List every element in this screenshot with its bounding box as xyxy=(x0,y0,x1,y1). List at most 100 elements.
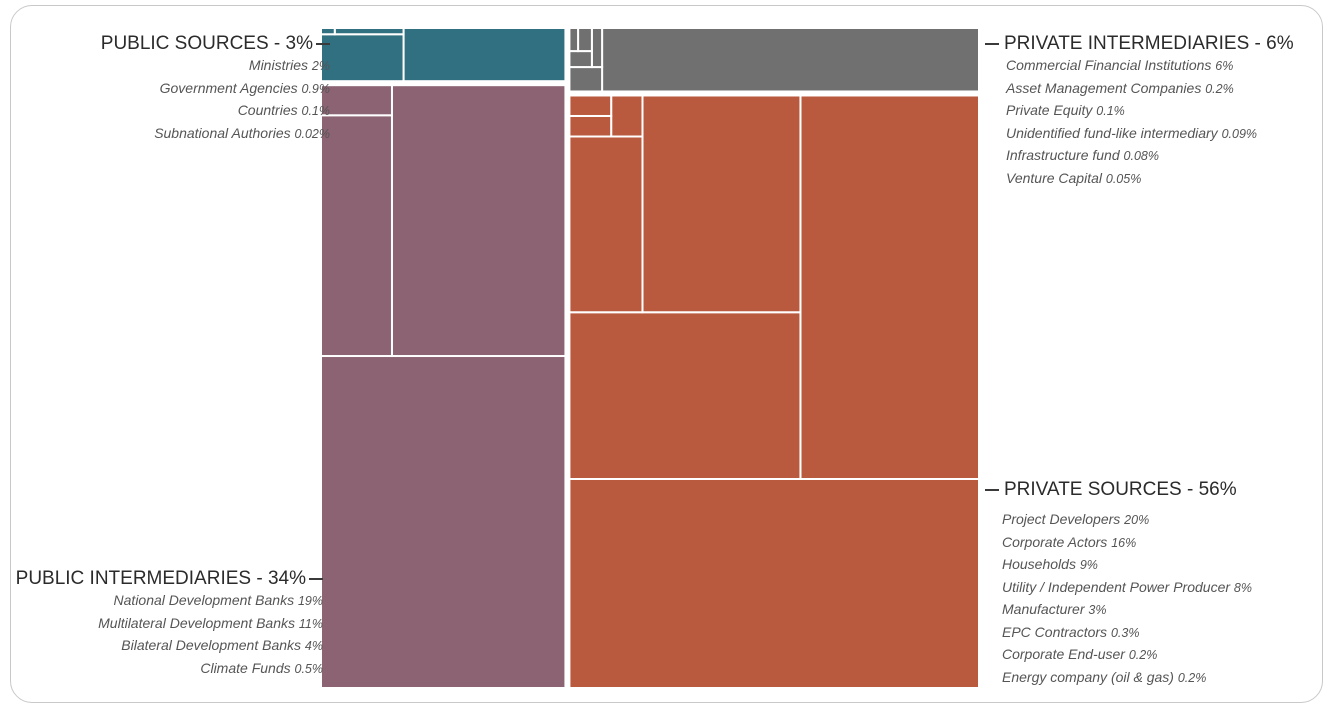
treemap-cell: Asset Management Companies 0.2% xyxy=(568,66,604,93)
item-value: 11% xyxy=(298,616,323,631)
legend-item: Bilateral Development Banks 4% xyxy=(16,635,323,658)
item-name: Households xyxy=(1002,556,1076,572)
treemap-cell: Private Equity 0.1% xyxy=(590,27,604,69)
item-value: 19% xyxy=(297,594,323,608)
group-value: 3% xyxy=(285,33,313,54)
item-value: 0.09% xyxy=(1221,126,1258,141)
legend-item: Utility / Independent Power Producer 8% xyxy=(1002,577,1252,600)
item-value: 6% xyxy=(1215,59,1234,73)
legend-item: Climate Funds 0.5% xyxy=(16,658,323,681)
treemap-cell: Multilateral Development Banks 11% xyxy=(390,84,567,358)
group-value: 34% xyxy=(267,568,306,589)
treemap-cell: Energy company (oil & gas) 0.2% xyxy=(568,94,613,117)
treemap-cell: Ministries 2% xyxy=(402,27,567,83)
legend-item: Commercial Financial Institutions 6% xyxy=(1006,55,1294,78)
item-value: 0.1% xyxy=(301,104,331,118)
treemap-cell: Project Developers 20% xyxy=(568,477,980,689)
item-name: Ministries xyxy=(248,57,309,73)
treemap-cell: Manufacturer 3% xyxy=(568,135,644,314)
item-name: Venture Capital xyxy=(1006,169,1102,186)
treemap-cell: Unidentified fund-like intermediary 0.09… xyxy=(568,50,593,69)
private-sources-legend: PRIVATE SOURCES - 56% Project Developers… xyxy=(985,479,1252,689)
item-value: 4% xyxy=(304,639,323,653)
treemap-cell: Utility / Independent Power Producer 8% xyxy=(641,94,802,314)
treemap-cell: Climate Funds 0.5% xyxy=(320,84,393,117)
item-value: 0.08% xyxy=(1123,149,1159,163)
leader-line xyxy=(309,578,323,580)
item-name: Project Developers xyxy=(1002,511,1121,527)
legend-item: Private Equity 0.1% xyxy=(1006,100,1294,123)
item-name: Asset Management Companies xyxy=(1006,79,1202,96)
group-value: 56% xyxy=(1198,479,1237,500)
item-name: Climate Funds xyxy=(200,659,291,676)
legend-item: Corporate End-user 0.2% xyxy=(1002,644,1252,667)
treemap-cell: Infrastructure fund 0.08% xyxy=(577,27,593,53)
item-name: Bilateral Development Banks xyxy=(121,637,302,653)
legend-item: Multilateral Development Banks 11% xyxy=(16,613,323,636)
legend-item: Corporate Actors 16% xyxy=(1002,532,1252,555)
item-name: Multilateral Development Banks xyxy=(98,614,296,631)
legend-item: Infrastructure fund 0.08% xyxy=(1006,145,1294,168)
item-value: 20% xyxy=(1124,513,1150,527)
item-name: Utility / Independent Power Producer xyxy=(1002,578,1231,595)
treemap-cell: Countries 0.1% xyxy=(333,27,405,36)
public-intermediaries-legend: PUBLIC INTERMEDIARIES - 34% National Dev… xyxy=(16,568,323,680)
item-name: Subnational Authories xyxy=(154,124,291,141)
legend-item: Energy company (oil & gas) 0.2% xyxy=(1002,667,1252,690)
legend-item: Asset Management Companies 0.2% xyxy=(1006,78,1294,101)
group-title: PRIVATE INTERMEDIARIES xyxy=(1004,33,1250,54)
item-value: 0.5% xyxy=(294,661,324,676)
item-name: Corporate End-user xyxy=(1002,646,1125,662)
item-value: 0.05% xyxy=(1105,171,1142,186)
leader-line xyxy=(985,489,999,491)
legend-item: Government Agencies 0.9% xyxy=(101,78,330,101)
legend-item: Venture Capital 0.05% xyxy=(1006,168,1294,191)
item-value: 0.2% xyxy=(1177,670,1207,685)
leader-line xyxy=(316,43,330,45)
item-value: 0.2% xyxy=(1128,648,1158,662)
item-name: EPC Contractors xyxy=(1002,623,1108,640)
item-value: 0.3% xyxy=(1110,625,1140,640)
item-name: Government Agencies xyxy=(159,79,298,96)
legend-item: National Development Banks 19% xyxy=(16,590,323,613)
legend-item: Manufacturer 3% xyxy=(1002,599,1252,622)
item-value: 8% xyxy=(1233,580,1252,595)
legend-item: Project Developers 20% xyxy=(1002,509,1252,532)
treemap-cell: Commercial Financial Institutions 6% xyxy=(601,27,980,93)
treemap-cell: Subnational Authories 0.02% xyxy=(320,27,336,36)
item-name: Unidentified fund-like intermediary xyxy=(1006,124,1218,141)
group-items: Commercial Financial Institutions 6% Asse… xyxy=(985,55,1294,190)
legend-item: Ministries 2% xyxy=(101,55,330,78)
item-name: Corporate Actors xyxy=(1002,533,1108,550)
item-name: National Development Banks xyxy=(113,592,295,608)
item-value: 3% xyxy=(1088,603,1107,617)
item-name: Commercial Financial Institutions xyxy=(1006,57,1212,73)
treemap-cell: Corporate Actors 16% xyxy=(799,94,980,480)
legend-item: Subnational Authories 0.02% xyxy=(101,123,330,146)
item-value: 16% xyxy=(1111,535,1137,550)
group-items: Project Developers 20% Corporate Actors 1… xyxy=(985,509,1252,689)
treemap-cell: EPC Contractors 0.3% xyxy=(610,94,644,138)
group-title: PUBLIC INTERMEDIARIES xyxy=(15,568,252,589)
treemap-cell: National Development Banks 19% xyxy=(320,355,567,689)
treemap-cell: Bilateral Development Banks 4% xyxy=(320,114,393,358)
item-name: Countries xyxy=(237,102,298,118)
private-intermediaries-legend: PRIVATE INTERMEDIARIES - 6% Commercial F… xyxy=(985,33,1294,190)
treemap-cell: Government Agencies 0.9% xyxy=(320,33,405,83)
group-title: PUBLIC SOURCES xyxy=(100,33,269,54)
group-title: PRIVATE SOURCES xyxy=(1004,479,1182,500)
treemap-cell: Corporate End-user 0.2% xyxy=(568,114,613,138)
item-name: Infrastructure fund xyxy=(1006,147,1120,163)
item-value: 0.9% xyxy=(301,81,331,96)
public-sources-legend: PUBLIC SOURCES - 3% Ministries 2% Governm… xyxy=(101,33,330,145)
item-value: 0.2% xyxy=(1205,81,1234,96)
legend-item: Countries 0.1% xyxy=(101,100,330,123)
item-value: 0.1% xyxy=(1096,104,1125,118)
item-name: Manufacturer xyxy=(1002,601,1085,617)
item-value: 2% xyxy=(311,59,330,73)
group-value: 6% xyxy=(1266,33,1294,54)
chart-frame xyxy=(10,5,1323,703)
item-value: 9% xyxy=(1079,558,1098,572)
legend-item: Unidentified fund-like intermediary 0.09… xyxy=(1006,123,1294,146)
